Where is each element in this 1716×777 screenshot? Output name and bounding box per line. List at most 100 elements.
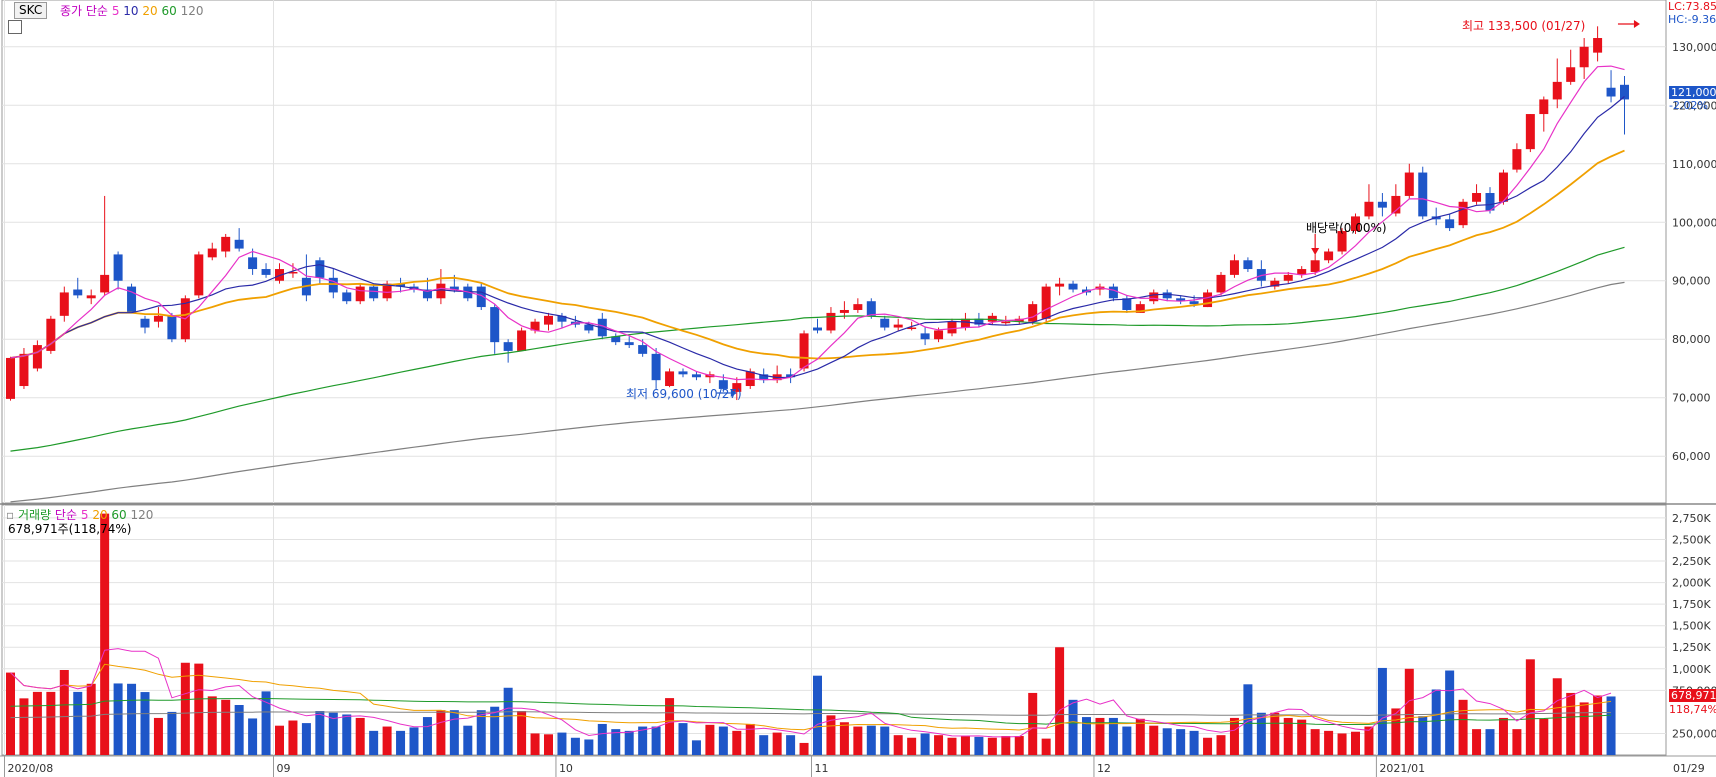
volume-bar xyxy=(907,737,917,755)
volume-bar xyxy=(705,724,715,755)
ma5-line xyxy=(10,65,1625,381)
candle-body xyxy=(799,333,809,369)
candle-body xyxy=(732,383,742,392)
volume-bar xyxy=(1391,708,1401,755)
candle-body xyxy=(678,371,688,375)
candle-body xyxy=(1068,283,1078,290)
candle-body xyxy=(382,283,392,299)
candle-body xyxy=(19,353,29,387)
last-price-tag: 121,000 xyxy=(1669,86,1716,99)
volume-bar xyxy=(1485,729,1495,755)
volume-bar xyxy=(315,711,325,755)
volume-bar xyxy=(839,722,849,755)
volume-bar xyxy=(1364,726,1374,755)
candle-body xyxy=(73,289,83,296)
volume-tick-label: 2,750K xyxy=(1672,512,1711,525)
ma60-line xyxy=(10,246,1625,452)
candle-body xyxy=(974,318,984,325)
volume-bar xyxy=(880,726,890,755)
volume-bar xyxy=(113,683,123,755)
volume-bar xyxy=(799,742,809,755)
volume-bar xyxy=(1525,659,1535,755)
volume-bar xyxy=(1162,728,1172,755)
candle-body xyxy=(369,286,379,299)
volume-bar xyxy=(1216,735,1226,755)
candle-body xyxy=(1243,260,1253,270)
candle-body xyxy=(46,318,56,351)
candle-body xyxy=(1445,219,1455,229)
candle-body xyxy=(113,254,123,281)
volume-bar xyxy=(1498,717,1508,755)
candle-body xyxy=(449,286,459,290)
candle-body xyxy=(1337,231,1347,252)
volume-tick-label: 1,750K xyxy=(1672,598,1711,611)
volume-bar xyxy=(1458,699,1468,755)
candle-body xyxy=(1028,304,1038,322)
volume-bar xyxy=(920,733,930,755)
volume-bar xyxy=(665,698,675,755)
volume-bar xyxy=(934,735,944,755)
volume-bar xyxy=(261,691,271,755)
low-arrow-head xyxy=(730,389,737,397)
volume-bar xyxy=(1095,717,1105,755)
volume-bar xyxy=(301,723,311,755)
volume-bar xyxy=(597,723,607,755)
volume-legend-label: 거래량 xyxy=(17,508,52,522)
grid-toggle-icon[interactable] xyxy=(8,20,22,34)
volume-bar xyxy=(557,732,567,755)
last-change-tag: -2.02% xyxy=(1669,99,1708,112)
candle-body xyxy=(127,286,137,313)
candle-body xyxy=(1270,280,1280,287)
volume-bar xyxy=(328,712,338,755)
volume-bar xyxy=(503,687,513,755)
volume-bar xyxy=(1283,717,1293,755)
volume-bar xyxy=(1337,733,1347,755)
candle-body xyxy=(651,353,661,381)
candle-body xyxy=(1498,172,1508,202)
price-tick-label: 80,000 xyxy=(1672,333,1711,346)
volume-bar xyxy=(584,739,594,755)
volume-bar xyxy=(1256,712,1266,755)
candle-body xyxy=(1203,292,1213,308)
candle-body xyxy=(1404,172,1414,196)
volume-bar xyxy=(100,513,110,755)
volume-bar xyxy=(234,705,244,755)
date-tick-label: 09 xyxy=(277,762,291,775)
volume-bar xyxy=(86,683,96,755)
price-tick-label: 130,000 xyxy=(1672,41,1716,54)
candle-body xyxy=(315,260,325,278)
volume-bar xyxy=(396,730,406,755)
hc-readout: HC:-9.36 xyxy=(1668,13,1716,26)
symbol-button[interactable]: SKC xyxy=(14,2,48,19)
volume-bar xyxy=(651,726,661,755)
volume-bar xyxy=(288,720,298,755)
dividend-annotation: 배당락(0,00%) xyxy=(1306,221,1387,235)
volume-bar xyxy=(786,735,796,755)
candle-body xyxy=(920,333,930,340)
high-arrow-head xyxy=(1633,20,1640,28)
candle-body xyxy=(1525,114,1535,150)
volume-bar xyxy=(732,730,742,755)
volume-bar xyxy=(6,672,15,755)
candle-body xyxy=(1122,298,1132,310)
candle-body xyxy=(1149,292,1159,302)
volume-bar xyxy=(530,733,540,755)
volume-bar xyxy=(275,725,284,755)
candle-body xyxy=(100,274,110,293)
candle-body xyxy=(665,371,675,387)
volume-bar xyxy=(745,723,755,755)
candle-body xyxy=(1135,304,1145,313)
volume-bar xyxy=(624,730,634,755)
candle-body xyxy=(207,248,217,258)
candle-body xyxy=(1552,81,1562,100)
candle-body xyxy=(1539,99,1549,115)
candle-body xyxy=(557,315,567,322)
volume-bar xyxy=(1404,668,1414,755)
volume-bar xyxy=(194,663,204,755)
candle-body xyxy=(1176,298,1186,302)
candle-body xyxy=(624,342,634,346)
volume-bar xyxy=(1001,736,1011,755)
volume-bar xyxy=(153,717,163,755)
candle-body xyxy=(476,286,486,308)
